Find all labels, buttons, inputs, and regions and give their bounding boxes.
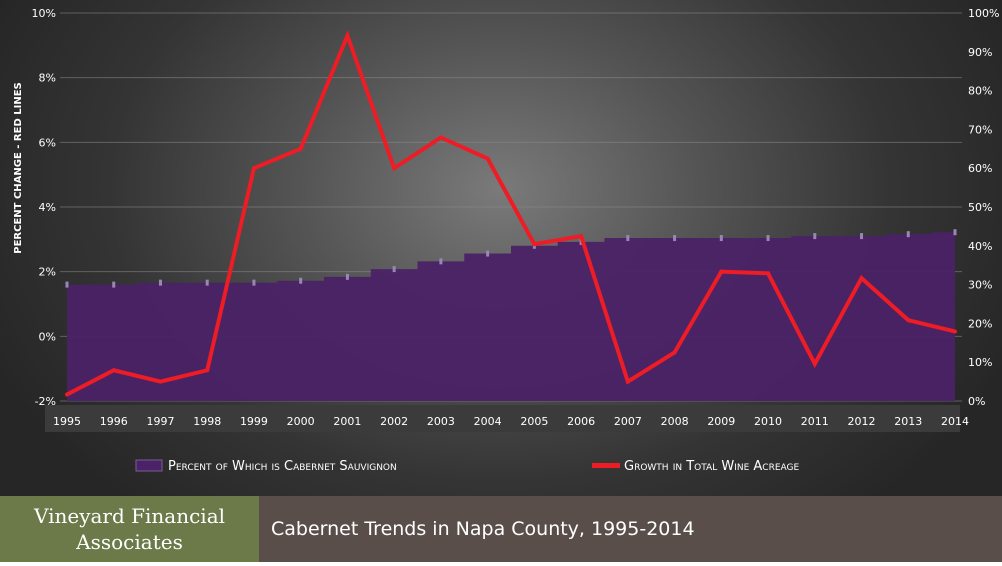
legend: Percent of Which is Cabernet Sauvignon G…: [135, 459, 800, 474]
x-tick-label: 2014: [941, 415, 969, 428]
y-right-tick-label: 90%: [968, 46, 992, 59]
x-tick-label: 2005: [520, 415, 548, 428]
area-point-cabernet: [906, 231, 910, 238]
line-growth-acreage: [66, 30, 956, 397]
line-point-growth: [392, 166, 397, 171]
area-point-cabernet: [439, 258, 443, 265]
line-point-growth: [298, 146, 303, 151]
area-point-cabernet: [252, 279, 256, 286]
y-axis-right: 0% 10% 20% 30% 40% 50% 60% 70% 80% 90% 100%: [968, 7, 999, 408]
y-left-tick-label: 10%: [32, 7, 56, 20]
y-right-tick-label: 100%: [968, 7, 999, 20]
x-tick-label: 1999: [240, 415, 268, 428]
x-tick-label: 2003: [427, 415, 455, 428]
area-layer: [65, 229, 957, 401]
line-point-growth: [438, 135, 443, 140]
legend-label-growth: Growth in Total Wine Acreage: [624, 459, 800, 474]
x-tick-label: 2000: [287, 415, 315, 428]
area-point-cabernet: [953, 229, 957, 236]
line-point-growth: [953, 329, 957, 334]
x-tick-label: 2010: [754, 415, 782, 428]
y-right-tick-label: 10%: [968, 356, 992, 369]
line-point-growth: [485, 156, 490, 161]
chart-svg: 1995 1996 1997 1998 1999 2000 2001 2002 2003 2004…: [13, 7, 999, 474]
line-point-growth: [65, 392, 69, 397]
y-right-tick-label: 20%: [968, 317, 992, 330]
area-cabernet-share: [67, 232, 955, 401]
y-left-tick-label: 6%: [39, 136, 56, 149]
chart-caption: Cabernet Trends in Napa County, 1995-201…: [259, 496, 1002, 566]
area-point-cabernet: [813, 233, 817, 240]
y-left-tick-label: 2%: [39, 266, 56, 279]
line-layer: [65, 30, 957, 397]
line-point-growth: [812, 361, 817, 366]
line-point-growth: [158, 379, 163, 384]
footer: Vineyard Financial Associates Cabernet T…: [0, 496, 1002, 566]
area-point-cabernet: [345, 273, 349, 280]
brand-name-line2: Associates: [76, 530, 183, 554]
x-tick-label: 1996: [100, 415, 128, 428]
x-tick-label: 1995: [53, 415, 81, 428]
x-tick-label: 2009: [707, 415, 735, 428]
x-tick-label: 2007: [614, 415, 642, 428]
line-point-growth: [859, 276, 864, 281]
y-axis-left-label: PERCENT CHANGE - RED LINES: [13, 82, 24, 253]
x-tick-label: 2002: [380, 415, 408, 428]
x-tick-label: 2004: [474, 415, 502, 428]
y-axis-left: -2% 0% 2% 4% 6% 8% 10%: [32, 7, 56, 408]
legend-label-cabernet: Percent of Which is Cabernet Sauvignon: [168, 459, 397, 474]
line-point-growth: [205, 368, 210, 373]
area-point-cabernet: [392, 266, 396, 273]
y-right-tick-label: 40%: [968, 240, 992, 253]
line-point-growth: [345, 33, 350, 38]
x-tick-label: 1997: [146, 415, 174, 428]
y-right-tick-label: 70%: [968, 123, 992, 136]
area-point-cabernet: [766, 235, 770, 242]
x-tick-label: 2012: [848, 415, 876, 428]
y-right-tick-label: 30%: [968, 279, 992, 292]
line-point-growth: [906, 318, 911, 323]
area-point-cabernet: [112, 281, 116, 288]
area-point-cabernet: [860, 233, 864, 240]
y-left-tick-label: 0%: [39, 330, 56, 343]
x-tick-label: 1998: [193, 415, 221, 428]
chart-caption-text: Cabernet Trends in Napa County, 1995-201…: [271, 518, 695, 540]
area-point-cabernet: [626, 235, 630, 242]
brand-name-line1: Vineyard Financial: [33, 504, 226, 528]
y-left-tick-label: 8%: [39, 72, 56, 85]
x-tick-label: 2001: [333, 415, 361, 428]
line-point-growth: [532, 242, 537, 247]
line-point-growth: [251, 166, 256, 171]
line-point-growth: [719, 269, 724, 274]
chart-area: 1995 1996 1997 1998 1999 2000 2001 2002 2003 2004…: [0, 0, 1002, 496]
y-left-tick-label: 4%: [39, 201, 56, 214]
y-right-tick-label: 50%: [968, 201, 992, 214]
line-point-growth: [111, 368, 116, 373]
y-right-tick-label: 80%: [968, 85, 992, 98]
line-point-growth: [672, 350, 677, 355]
line-point-growth: [579, 234, 584, 239]
area-point-cabernet: [719, 235, 723, 242]
x-axis: 1995 1996 1997 1998 1999 2000 2001 2002 2003 2004…: [45, 405, 969, 432]
area-point-cabernet: [673, 235, 677, 242]
area-point-cabernet: [205, 279, 209, 286]
area-point-cabernet: [299, 277, 303, 284]
y-right-tick-label: 60%: [968, 162, 992, 175]
legend-swatch-growth: [592, 463, 620, 468]
brand-logo: Vineyard Financial Associates: [0, 496, 259, 566]
x-tick-label: 2008: [661, 415, 689, 428]
line-point-growth: [766, 271, 771, 276]
y-left-tick-label: -2%: [35, 395, 56, 408]
x-tick-label: 2006: [567, 415, 595, 428]
area-point-cabernet: [158, 279, 162, 286]
area-point-cabernet: [486, 250, 490, 257]
x-axis-band: [45, 405, 960, 432]
y-right-tick-label: 0%: [968, 395, 985, 408]
x-tick-label: 2013: [894, 415, 922, 428]
area-point-cabernet: [65, 281, 69, 288]
line-point-growth: [625, 379, 630, 384]
x-tick-label: 2011: [801, 415, 829, 428]
legend-swatch-cabernet: [135, 459, 163, 472]
